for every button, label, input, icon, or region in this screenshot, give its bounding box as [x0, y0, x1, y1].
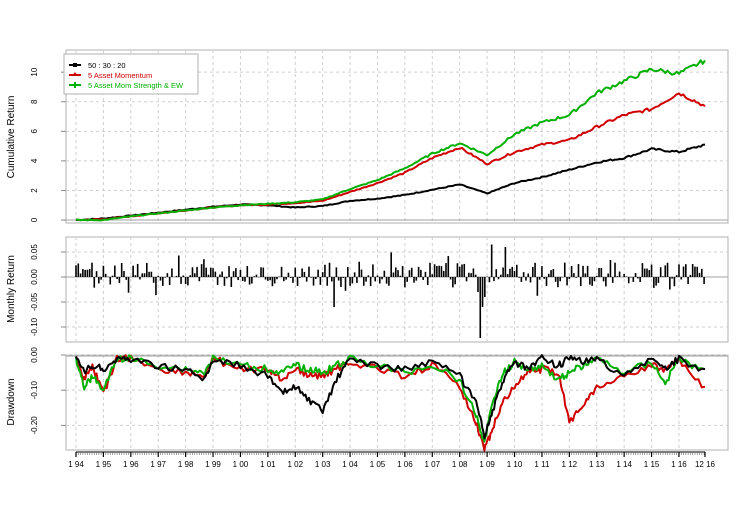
svg-text:5 Asset Momentum: 5 Asset Momentum	[88, 71, 152, 80]
cumulative-ytick: 2	[30, 188, 39, 193]
drawdown-ylabel: Drawdown	[6, 378, 17, 425]
y-ticks: 0 2 4 6 8 10 0.05 0.00 -0.05 -0.10 0.00 -0.10 -0.20	[30, 67, 66, 434]
x-tick-label: 12 16	[695, 460, 716, 469]
x-tick-label: 1 04	[342, 460, 358, 469]
x-tick-label: 1 16	[671, 460, 687, 469]
x-tick-label: 1 13	[589, 460, 605, 469]
x-tick-label: 1 05	[370, 460, 386, 469]
cumulative-ytick: 0	[30, 217, 39, 222]
x-tick-label: 1 94	[68, 460, 84, 469]
x-tick-label: 1 07	[425, 460, 441, 469]
monthly-panel-frame	[65, 236, 729, 343]
drawdown-line	[75, 354, 706, 443]
x-tick-label: 1 11	[534, 460, 550, 469]
x-tick-label: 1 96	[123, 460, 139, 469]
x-tick-label: 1 12	[562, 460, 578, 469]
x-tick-label: 1 15	[644, 460, 660, 469]
x-tick-label: 1 03	[315, 460, 331, 469]
x-tick-label: 1 10	[507, 460, 523, 469]
cumulative-ylabel: Cumulative Return	[6, 96, 17, 179]
legend-item-50-30-20: 50 : 30 : 20	[69, 61, 126, 70]
x-tick-label: 1 09	[479, 460, 495, 469]
legend-item-5-asset-momentum: 5 Asset Momentum	[69, 71, 152, 80]
monthly-ytick: -0.10	[30, 317, 39, 336]
svg-text:5 Asset Mom Strength & EW: 5 Asset Mom Strength & EW	[88, 81, 184, 90]
cumulative-ytick: 4	[30, 158, 39, 163]
monthly-ytick: -0.05	[30, 292, 39, 311]
monthly-ytick: 0.05	[30, 244, 39, 260]
x-tick-label: 1 02	[287, 460, 303, 469]
x-tick-label: 1 97	[150, 460, 166, 469]
cumulative-lines	[75, 59, 706, 222]
drawdown-lines	[75, 354, 706, 452]
x-tick-label: 1 00	[233, 460, 249, 469]
x-tick-label: 1 98	[178, 460, 194, 469]
legend: 50 : 30 : 20 5 Asset Momentum 5 Asset Mo…	[63, 53, 199, 95]
cumulative-line	[75, 143, 706, 222]
legend-item-5-asset-mom-strength-ew: 5 Asset Mom Strength & EW	[69, 81, 184, 90]
cumulative-ytick: 10	[30, 67, 39, 76]
x-tick-label: 1 01	[260, 460, 276, 469]
zero-lines	[66, 219, 728, 357]
svg-text:50 : 30 : 20: 50 : 30 : 20	[88, 61, 126, 70]
drawdown-line	[75, 354, 706, 440]
legend-box	[63, 53, 199, 95]
cumulative-ytick: 6	[30, 129, 39, 134]
drawdown-ytick: 0.00	[30, 347, 39, 363]
monthly-ylabel: Monthly Return	[6, 255, 17, 323]
x-tick-label: 1 06	[397, 460, 413, 469]
cumulative-line	[75, 59, 706, 222]
cumulative-line	[75, 92, 706, 222]
cumulative-panel-frame	[65, 49, 729, 224]
x-tick-label: 1 95	[96, 460, 112, 469]
monthly-return-bars	[75, 244, 705, 338]
drawdown-ytick: -0.20	[30, 416, 39, 435]
cumulative-ytick: 8	[30, 99, 39, 104]
x-tick-label: 1 14	[616, 460, 632, 469]
x-axis: 1 94 1 95 1 96 1 97 1 98 1 99 1 00 1 01 1 02 1 03…	[68, 451, 716, 469]
x-tick-label: 1 99	[205, 460, 221, 469]
gridlines	[66, 50, 728, 450]
drawdown-ytick: -0.10	[30, 381, 39, 400]
monthly-ytick: 0.00	[30, 269, 39, 285]
x-tick-label: 1 08	[452, 460, 468, 469]
